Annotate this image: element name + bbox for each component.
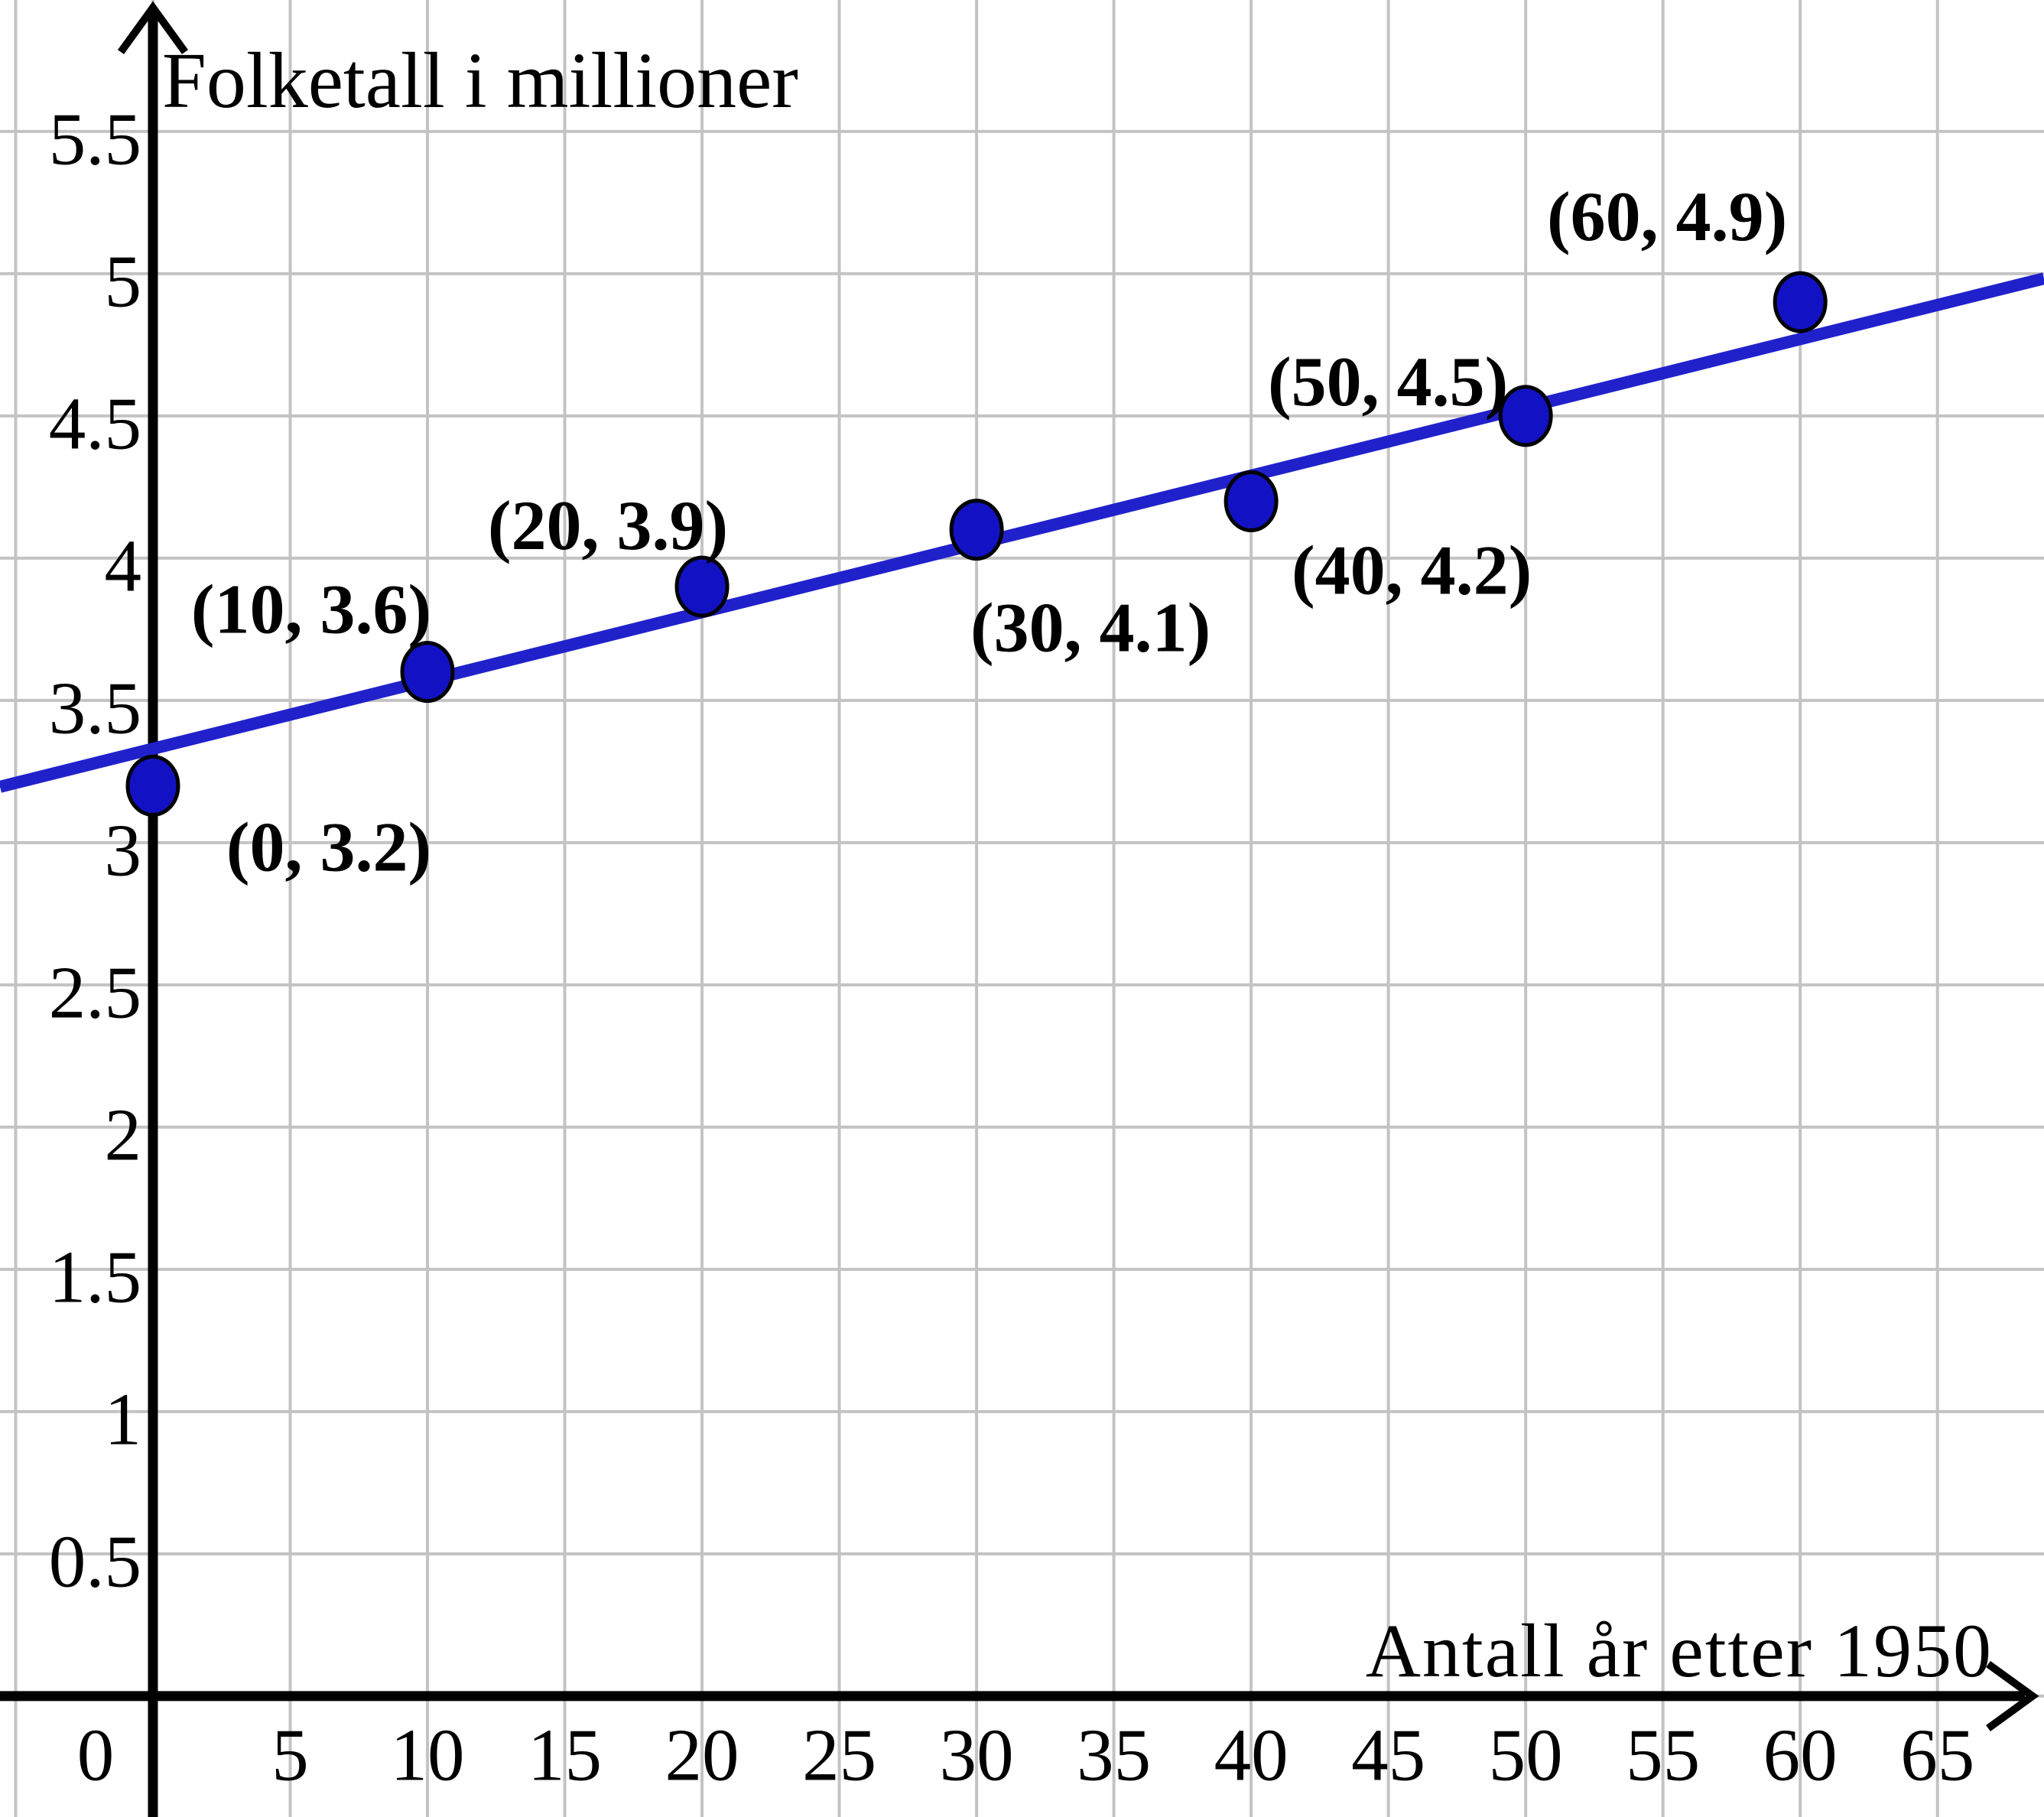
y-tick-label: 0.5 (49, 1520, 141, 1602)
y-tick-label: 3 (104, 809, 141, 891)
data-points (125, 271, 1828, 817)
x-tick-label: 10 (391, 1714, 465, 1796)
x-tick-label: 40 (1214, 1714, 1288, 1796)
data-point (400, 641, 455, 704)
y-tick-label: 2.5 (49, 951, 141, 1033)
x-tick-label: 45 (1351, 1714, 1425, 1796)
y-tick-label: 4 (104, 525, 141, 606)
data-point (1223, 470, 1279, 532)
x-tick-label: 15 (528, 1714, 602, 1796)
y-tick-label: 3.5 (49, 667, 141, 749)
y-tick-label: 5.5 (49, 98, 141, 180)
origin-tick-label: 0 (77, 1714, 115, 1796)
x-axis-label: Antall år etter 1950 (1366, 1608, 1993, 1693)
x-axis-arrow-icon (1986, 1660, 2039, 1732)
data-point (674, 555, 730, 618)
point-label: (60, 4.9) (1547, 177, 1787, 255)
data-point (1773, 271, 1828, 333)
trend-line (0, 272, 2044, 793)
point-label: (40, 4.2) (1292, 531, 1532, 609)
tick-labels: 5 10 15 20 25 30 35 40 45 50 55 60 650.511.522.533.5… (49, 98, 1974, 1796)
x-tick-label: 60 (1763, 1714, 1838, 1796)
data-point (1498, 385, 1553, 447)
point-label: (50, 4.5) (1268, 343, 1508, 421)
x-tick-label: 5 (271, 1714, 309, 1796)
x-tick-label: 55 (1626, 1714, 1700, 1796)
y-tick-label: 5 (104, 240, 141, 322)
y-tick-label: 2 (104, 1094, 141, 1175)
x-tick-label: 50 (1489, 1714, 1563, 1796)
x-tick-label: 30 (940, 1714, 1014, 1796)
data-point (949, 499, 1004, 561)
x-tick-label: 65 (1900, 1714, 1974, 1796)
point-labels: (0, 3.2) (10, 3.6) (20, 3.9) (30, 4.1) (40, … (191, 177, 1787, 886)
point-label: (10, 3.6) (191, 570, 431, 648)
x-tick-label: 20 (665, 1714, 739, 1796)
chart-title: Folketall i millioner (162, 37, 798, 125)
x-tick-label: 25 (802, 1714, 876, 1796)
point-label: (20, 3.9) (488, 486, 728, 564)
x-tick-label: 35 (1077, 1714, 1151, 1796)
point-label: (0, 3.2) (226, 808, 431, 886)
y-axis-arrow-icon (117, 1, 189, 54)
data-point (125, 754, 180, 817)
y-tick-label: 1 (104, 1378, 141, 1460)
y-tick-label: 4.5 (49, 382, 141, 464)
y-tick-label: 1.5 (49, 1236, 141, 1318)
point-label: (30, 4.1) (970, 589, 1210, 667)
